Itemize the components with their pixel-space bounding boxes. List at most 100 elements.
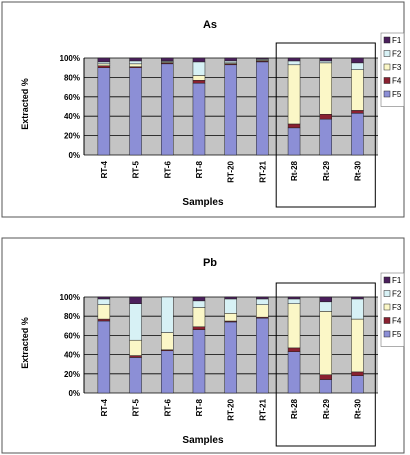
bar-segment-f3 xyxy=(224,313,237,322)
highlight-box xyxy=(275,42,376,208)
legend-swatch-f2 xyxy=(383,290,391,297)
y-tick-label: 60% xyxy=(64,93,80,102)
bar-segment-f3 xyxy=(287,303,301,349)
bar-segment-f1 xyxy=(224,57,237,62)
legend-swatch-f5 xyxy=(383,90,391,98)
x-tick-label: RT-6 xyxy=(163,398,172,416)
x-tick-label: RT-20 xyxy=(227,398,236,420)
bar-segment-f2 xyxy=(161,296,174,333)
chart-panel-as: As Samples Extracted % 0% 20% 40% 60% 80% 100… xyxy=(1,1,405,218)
bar-segment-f2 xyxy=(97,61,111,65)
bar-segment-f5 xyxy=(161,63,174,156)
y-tick-label: 40% xyxy=(64,351,80,360)
bar-segment-f2 xyxy=(224,60,237,64)
x-tick-label: RT-8 xyxy=(195,398,204,416)
x-tick-label: RT-6 xyxy=(163,160,172,178)
bar-segment-f2 xyxy=(256,298,269,305)
bar-segment-f1 xyxy=(97,296,111,300)
bar-segment-f3 xyxy=(129,339,142,356)
bar-segment-f2 xyxy=(224,298,237,314)
legend-swatch-f2 xyxy=(383,50,391,57)
bar-segment-f1 xyxy=(256,57,269,60)
bar-segment-f4 xyxy=(287,347,301,352)
bar-segment-f3 xyxy=(319,311,332,376)
legend-label: F1 xyxy=(392,276,402,285)
y-tick-label: 60% xyxy=(64,331,80,340)
y-tick-label: 100% xyxy=(60,293,80,302)
bar-segment-f5 xyxy=(224,321,237,394)
bar-segment-f1 xyxy=(287,296,301,300)
x-tick-label: RT-5 xyxy=(132,160,141,178)
x-tick-label: RT-5 xyxy=(132,398,141,416)
bar-segment-f5 xyxy=(351,113,364,156)
bar-segment-f3 xyxy=(256,304,269,318)
bar-segment-f4 xyxy=(97,65,111,68)
bar-segment-f4 xyxy=(97,318,111,322)
y-tick-label: 0% xyxy=(68,151,80,160)
legend-label: F2 xyxy=(392,290,402,299)
bar-segment-f5 xyxy=(287,127,301,156)
bar-segment-f2 xyxy=(129,60,142,65)
x-tick-label: RT-21 xyxy=(258,160,267,182)
x-tick-label: RT-8 xyxy=(195,160,204,178)
y-tick-label: 80% xyxy=(64,312,80,321)
x-axis-label: Samples xyxy=(182,197,224,208)
bar-segment-f1 xyxy=(192,296,206,302)
legend-label: F4 xyxy=(392,77,402,86)
bar-segment-f1 xyxy=(161,57,174,62)
bar-segment-f2 xyxy=(319,301,332,312)
bar-segment-f5 xyxy=(256,61,269,156)
y-tick-label: 80% xyxy=(64,73,80,82)
bar-segment-f3 xyxy=(192,307,206,328)
legend-label: F4 xyxy=(392,317,402,326)
y-tick-label: 40% xyxy=(64,112,80,121)
bar-segment-f5 xyxy=(287,351,301,394)
y-tick-label: 100% xyxy=(60,54,80,63)
bar-segment-f2 xyxy=(351,62,364,70)
legend-label: F3 xyxy=(392,303,402,312)
legend-swatch-f4 xyxy=(383,317,391,324)
legend-label: F5 xyxy=(392,330,402,339)
bar-segment-f4 xyxy=(129,355,142,358)
bar-segment-f5 xyxy=(129,357,142,394)
bar-segment-f2 xyxy=(97,298,111,305)
chart-title: As xyxy=(203,19,217,31)
legend-swatch-f5 xyxy=(383,330,391,338)
bar-segment-f5 xyxy=(192,82,206,156)
legend-label: F3 xyxy=(392,63,402,72)
bar-segment-f2 xyxy=(287,298,301,304)
bar-segment-f5 xyxy=(97,67,111,156)
bar-segment-f5 xyxy=(97,320,111,394)
highlight-box xyxy=(275,282,376,447)
bar-segment-f1 xyxy=(129,296,142,304)
bar-segment-f4 xyxy=(351,371,364,376)
x-tick-label: Rt-29 xyxy=(322,398,331,419)
bar-segment-f5 xyxy=(192,329,206,394)
y-tick-label: 20% xyxy=(64,132,80,141)
bar-segment-f2 xyxy=(287,60,301,66)
bar-segment-f1 xyxy=(319,296,332,303)
bar-segment-f5 xyxy=(224,64,237,156)
y-axis-label: Extracted % xyxy=(20,78,30,130)
legend-swatch-f1 xyxy=(383,276,391,284)
legend-label: F5 xyxy=(392,90,402,99)
bar-segment-f3 xyxy=(319,62,332,115)
x-tick-label: RT-4 xyxy=(100,398,109,416)
bar-segment-f1 xyxy=(192,57,206,63)
bar-segment-f1 xyxy=(351,57,364,64)
legend-label: F2 xyxy=(392,50,402,59)
bar-segment-f3 xyxy=(97,63,111,67)
bar-segment-f1 xyxy=(256,296,269,300)
bar-segment-f3 xyxy=(351,69,364,111)
legend-swatch-f1 xyxy=(383,36,391,44)
x-tick-label: Rt-28 xyxy=(290,398,299,419)
bar-segment-f2 xyxy=(192,61,206,76)
x-tick-label: Rt-28 xyxy=(290,160,299,181)
bar-segment-f3 xyxy=(97,304,111,320)
bar-segment-f3 xyxy=(129,63,142,67)
bar-segment-f4 xyxy=(192,326,206,330)
x-tick-label: RT-21 xyxy=(258,398,267,420)
legend-swatch-f3 xyxy=(383,63,391,71)
chart-title: Pb xyxy=(203,257,217,269)
bar-segment-f4 xyxy=(319,374,332,380)
